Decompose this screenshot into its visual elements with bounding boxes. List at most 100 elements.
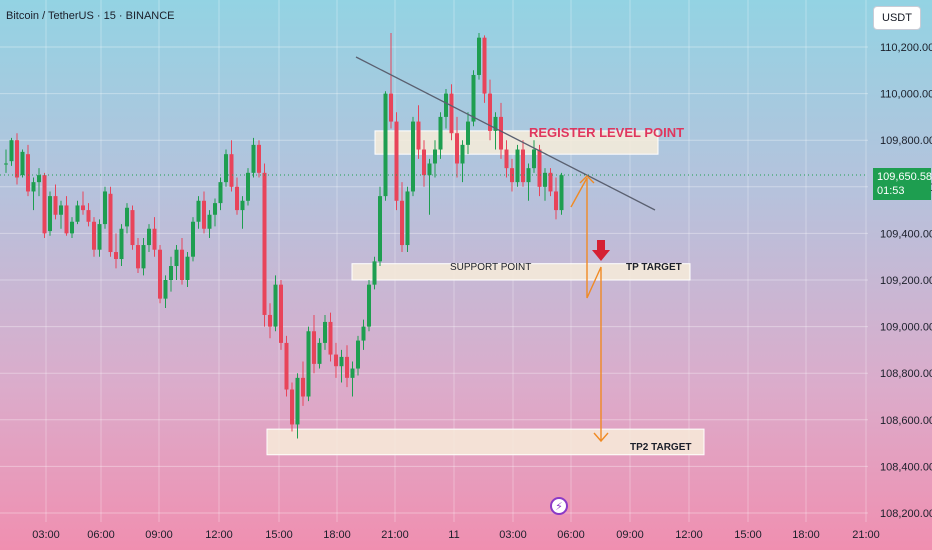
candle-body bbox=[482, 37, 487, 94]
y-tick-label: 110,200.00 bbox=[880, 42, 932, 54]
candle-body bbox=[383, 93, 388, 197]
marker-arrow-head bbox=[592, 250, 610, 261]
candle-body bbox=[372, 261, 377, 285]
candle-body bbox=[114, 252, 118, 260]
candle-body bbox=[422, 149, 426, 176]
candle-body bbox=[42, 175, 47, 234]
candle-body bbox=[488, 93, 492, 131]
y-tick-label: 109,200.00 bbox=[880, 275, 932, 287]
candle-body bbox=[515, 149, 520, 183]
tp2-arrowhead bbox=[593, 432, 609, 443]
candle-body bbox=[400, 200, 404, 246]
currency-selector[interactable]: USDT bbox=[873, 6, 921, 30]
support-zone bbox=[351, 263, 691, 281]
candle-body bbox=[356, 340, 360, 369]
support-point-label: SUPPORT POINT bbox=[450, 262, 531, 273]
current-price-tag: 109,650.58 01:53 bbox=[873, 168, 932, 200]
candle-body bbox=[389, 93, 393, 122]
candle-body bbox=[125, 207, 129, 227]
candle-body bbox=[477, 37, 481, 75]
candle-body bbox=[207, 214, 212, 229]
candle-body bbox=[20, 151, 25, 176]
candle-body bbox=[323, 321, 327, 343]
candle-body bbox=[455, 133, 459, 164]
candle-body bbox=[405, 191, 410, 246]
projection-arrowhead bbox=[579, 175, 595, 184]
candle-body bbox=[224, 154, 228, 183]
candle-body bbox=[53, 196, 58, 215]
x-tick-label: 21:00 bbox=[381, 529, 409, 541]
x-tick-label: 15:00 bbox=[265, 529, 293, 541]
candle-body bbox=[108, 193, 113, 253]
register-level-label: REGISTER LEVEL POINT bbox=[529, 125, 684, 140]
candle-body bbox=[218, 182, 223, 204]
symbol-title[interactable]: Bitcoin / TetherUS · 15 · BINANCE bbox=[6, 10, 175, 22]
candle-body bbox=[466, 121, 470, 145]
candle-body bbox=[70, 221, 74, 234]
candle-body bbox=[48, 196, 52, 232]
candle-body bbox=[345, 356, 349, 378]
candle-body bbox=[92, 221, 96, 250]
trendline bbox=[355, 56, 656, 211]
candle-body bbox=[185, 256, 190, 280]
candle-body bbox=[4, 163, 8, 165]
candle-body bbox=[163, 280, 168, 299]
marker-arrow-stem bbox=[597, 240, 605, 250]
tp2-target-label: TP2 TARGET bbox=[630, 442, 691, 453]
candle-body bbox=[26, 154, 30, 192]
y-tick-label: 108,800.00 bbox=[880, 368, 932, 380]
x-tick-label: 21:00 bbox=[852, 529, 880, 541]
candle-body bbox=[411, 121, 415, 192]
x-tick-label: 12:00 bbox=[675, 529, 703, 541]
x-tick-label: 11 bbox=[448, 529, 459, 541]
tp2-target-zone bbox=[266, 428, 705, 456]
candle-body bbox=[548, 172, 553, 192]
y-tick-label: 109,800.00 bbox=[880, 135, 932, 147]
candle-body bbox=[141, 245, 146, 269]
candle-body bbox=[169, 266, 173, 280]
candle-body bbox=[191, 221, 195, 257]
x-tick-label: 03:00 bbox=[499, 529, 527, 541]
candle-body bbox=[499, 116, 503, 150]
candle-body bbox=[537, 149, 542, 187]
candle-body bbox=[493, 116, 498, 131]
candle-body bbox=[438, 116, 443, 150]
candle-body bbox=[543, 172, 547, 187]
candle-body bbox=[213, 203, 217, 215]
candle-body bbox=[240, 200, 245, 211]
y-tick-label: 109,000.00 bbox=[880, 322, 932, 334]
candle-body bbox=[9, 140, 14, 162]
lightning-icon[interactable]: ⚡ bbox=[550, 497, 568, 515]
x-tick-label: 06:00 bbox=[557, 529, 585, 541]
candle-body bbox=[559, 175, 564, 211]
candle-body bbox=[427, 163, 432, 176]
candle-body bbox=[180, 249, 184, 280]
tp-target-label: TP TARGET bbox=[626, 262, 682, 273]
x-tick-label: 18:00 bbox=[792, 529, 820, 541]
candle-body bbox=[31, 182, 36, 192]
candle-body bbox=[306, 331, 311, 397]
candle-body bbox=[130, 210, 135, 246]
candle-body bbox=[444, 93, 448, 117]
candle-body bbox=[64, 205, 69, 234]
x-tick-label: 18:00 bbox=[323, 529, 351, 541]
candle-body bbox=[75, 205, 80, 222]
candle-body bbox=[378, 196, 382, 262]
candle-body bbox=[152, 228, 157, 250]
candle-body bbox=[196, 200, 201, 222]
candle-body bbox=[317, 342, 322, 364]
candle-body bbox=[460, 144, 465, 164]
candle-body bbox=[367, 284, 371, 327]
candle-body bbox=[103, 191, 107, 225]
candle-body bbox=[119, 228, 124, 260]
x-tick-label: 03:00 bbox=[32, 529, 60, 541]
candle-body bbox=[158, 249, 162, 299]
candle-body bbox=[334, 354, 338, 367]
current-price-label: 109,650.58 bbox=[877, 171, 932, 183]
x-tick-label: 06:00 bbox=[87, 529, 115, 541]
candle-body bbox=[59, 205, 63, 215]
candle-body bbox=[202, 200, 206, 229]
projection-path bbox=[570, 177, 602, 440]
candle-body bbox=[235, 186, 239, 211]
